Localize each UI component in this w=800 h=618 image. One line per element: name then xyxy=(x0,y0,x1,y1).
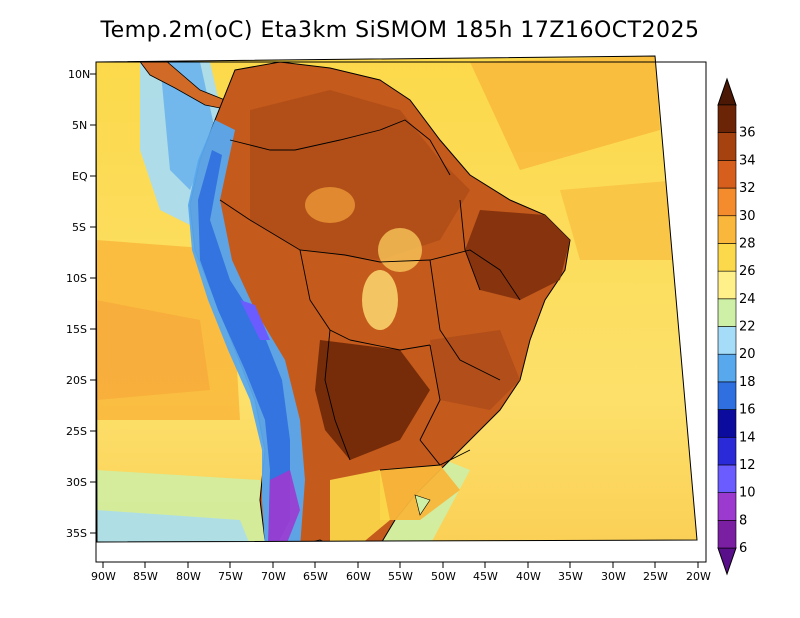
southern-pacific-colder xyxy=(96,510,250,542)
lon-label: 60W xyxy=(346,570,371,583)
border-colombia-venezuela xyxy=(229,139,295,151)
colorbar-swatch xyxy=(717,326,737,355)
colorbar-swatch xyxy=(717,353,737,383)
mato-grosso-mild-spot xyxy=(362,270,398,330)
atlantic-warm-patch xyxy=(560,180,690,260)
colorbar-swatch xyxy=(717,187,737,217)
northeast-hot-region xyxy=(465,210,570,300)
lon-label: 65W xyxy=(303,570,328,583)
lon-label: 90W xyxy=(91,570,116,583)
country-borders xyxy=(219,119,521,471)
lon-label: 30W xyxy=(601,570,626,583)
colorbar-level-label: 22 xyxy=(739,320,756,335)
lon-label: 50W xyxy=(431,570,456,583)
colorbar-level-label: 8 xyxy=(739,513,747,528)
colorbar-level-label: 10 xyxy=(739,486,756,501)
southern-andes-coldest xyxy=(268,470,300,542)
colorbar-min-cap xyxy=(717,547,737,576)
border-ecuador xyxy=(219,199,251,221)
lat-label: EQ xyxy=(72,170,88,183)
chaco-hot-region xyxy=(315,340,430,460)
colorbar-swatch xyxy=(717,160,737,189)
border-brazil-states-northeast xyxy=(459,199,481,291)
colorbar-swatch xyxy=(717,298,737,327)
colorbar-swatch xyxy=(717,243,737,272)
colorbar-level-label: 30 xyxy=(739,209,756,224)
lon-label: 75W xyxy=(218,570,243,583)
map-domain xyxy=(96,56,697,542)
lon-label: 85W xyxy=(133,570,158,583)
colorbar-level-label: 20 xyxy=(739,347,756,362)
colorbar-level-label: 24 xyxy=(739,292,756,307)
lat-label: 20S xyxy=(66,374,87,387)
lat-label: 25S xyxy=(66,425,87,438)
border-uruguay xyxy=(379,464,441,471)
lon-label: 80W xyxy=(176,570,201,583)
pampas-mild-region xyxy=(330,470,390,542)
andes-colder-belt xyxy=(198,150,290,542)
lon-label: 25W xyxy=(643,570,668,583)
latitude-axis: 10N 5N EQ 5S 10S 15S 20S 25S 30S 35S xyxy=(66,68,96,540)
colorbar-level-label: 28 xyxy=(739,236,756,251)
colorbar-swatch xyxy=(717,436,737,466)
colorbar-level-label: 6 xyxy=(739,541,747,556)
colorbar-labels: 6 8 10 12 14 16 18 20 22 24 26 28 30 32 34 36 xyxy=(739,126,756,556)
colorbar-swatch xyxy=(717,381,737,410)
colorbar-level-label: 18 xyxy=(739,375,756,390)
colorbar-level-label: 34 xyxy=(739,153,756,168)
border-paraguay-east xyxy=(419,344,441,441)
map-title: Temp.2m(oC) Eta3km SiSMOM 185h 17Z16OCT2… xyxy=(100,18,700,43)
border-argentina-west xyxy=(324,329,351,461)
colorbar-swatch xyxy=(717,409,737,438)
lagoa-dos-patos xyxy=(414,494,431,516)
altiplano-cold-core xyxy=(240,300,270,340)
colorbar-level-label: 26 xyxy=(739,264,756,279)
lat-label: 30S xyxy=(66,476,87,489)
lat-label: 10N xyxy=(68,68,90,81)
lon-label: 55W xyxy=(388,570,413,583)
domain-frame xyxy=(95,55,698,543)
colorbar-level-label: 32 xyxy=(739,181,756,196)
lat-label: 5S xyxy=(72,221,86,234)
atlantic-warm-band xyxy=(470,56,660,170)
colorbar-level-label: 16 xyxy=(739,403,756,418)
colorbar-level-label: 36 xyxy=(739,126,756,141)
lon-label: 35W xyxy=(558,570,583,583)
colorbar-level-label: 12 xyxy=(739,458,756,473)
lat-label: 15S xyxy=(66,323,87,336)
colorbar-swatch xyxy=(717,270,737,300)
colorbar-swatches xyxy=(717,77,737,576)
border-paraguay-north xyxy=(349,339,431,351)
colorbar-swatch xyxy=(717,215,737,244)
lat-label: 5N xyxy=(72,119,87,132)
border-peru-brazil xyxy=(249,219,381,263)
pacific-warm-core xyxy=(96,300,210,400)
lon-label: 40W xyxy=(516,570,541,583)
lat-label: 10S xyxy=(66,272,87,285)
lon-label: 20W xyxy=(686,570,711,583)
colorbar-max-cap xyxy=(717,77,737,106)
lon-label: 45W xyxy=(473,570,498,583)
plot-frame xyxy=(95,61,707,563)
colorbar-swatch xyxy=(717,104,737,133)
colorbar-swatch xyxy=(717,492,737,521)
colorbar-swatch xyxy=(717,520,737,549)
colorbar-level-label: 14 xyxy=(739,430,756,445)
colorbar-swatch xyxy=(717,464,737,493)
border-guianas xyxy=(294,119,451,176)
uruguay-mild-region xyxy=(380,465,460,520)
border-brazil-states-central xyxy=(429,259,501,381)
colorbar-swatch xyxy=(717,132,737,161)
lat-label: 35S xyxy=(66,527,87,540)
longitude-axis: 90W 85W 80W 75W 70W 65W 60W 55W 50W 45W … xyxy=(91,562,711,583)
border-bolivia xyxy=(299,249,351,341)
amazon-hot-region xyxy=(250,90,470,260)
southeast-brazil-region xyxy=(430,330,520,410)
lon-label: 70W xyxy=(261,570,286,583)
amazon-mild-spot xyxy=(305,187,355,223)
border-brazil-states-north xyxy=(379,249,521,301)
